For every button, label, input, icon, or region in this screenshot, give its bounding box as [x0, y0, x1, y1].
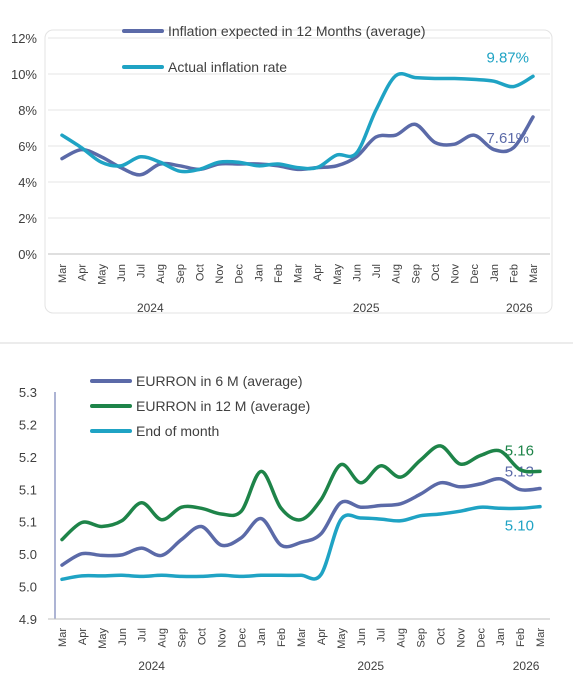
plot-frame	[44, 29, 553, 314]
y-tick-label: 10%	[11, 67, 37, 82]
x-tick-label: Oct	[196, 628, 208, 645]
x-tick-label: Jan	[256, 628, 268, 646]
y-tick-label: 5.2	[19, 450, 37, 465]
y-tick-label: 4%	[18, 175, 37, 190]
x-tick-label: Oct	[430, 264, 442, 281]
series-line	[60, 504, 542, 582]
inflation-chart: 0% 2% 4% 6% 8% 10% 12% Mar Apr May Jun Jul Aug Sep Oct…	[11, 23, 553, 315]
x-tick-label: Jun	[356, 628, 368, 646]
x-tick-label: Mar	[57, 628, 69, 647]
x-tick-label: Aug	[391, 264, 403, 284]
end-value-label: 5.10	[505, 518, 534, 535]
x-tick-label: Apr	[77, 628, 89, 645]
legend-label: EURRON in 6 M (average)	[136, 373, 303, 389]
x-tick-label: Feb	[515, 628, 527, 647]
x-tick-label: Feb	[273, 264, 285, 283]
y-tick-label: 0%	[18, 247, 37, 262]
x-tick-label: Nov	[455, 628, 467, 648]
year-label: 2025	[353, 301, 380, 315]
x-tick-label: Jul	[371, 264, 383, 278]
x-tick-label: Aug	[155, 264, 167, 284]
y-tick-label: 5.1	[19, 515, 37, 530]
x-tick-label: Dec	[234, 264, 246, 284]
end-value-label: 9.87%	[486, 49, 529, 66]
end-value-label: 5.13	[505, 463, 534, 480]
x-tick-label: Apr	[77, 264, 89, 281]
y-tick-label: 5.0	[19, 547, 37, 562]
x-tick-label: Mar	[293, 264, 305, 283]
y-tick-label: 5.1	[19, 482, 37, 497]
y-tick-label: 8%	[18, 103, 37, 118]
end-value-label: 5.16	[505, 442, 534, 459]
x-tick-label: Mar	[57, 264, 69, 283]
series-line	[60, 115, 535, 177]
eurron-chart: 4.9 5.0 5.0 5.1 5.1 5.2 5.2 5.3 Mar Apr May Jun Jul A…	[19, 373, 550, 673]
x-tick-label: Nov	[450, 264, 462, 284]
x-tick-label: Jul	[137, 628, 149, 642]
x-tick-label: Jan	[489, 264, 501, 282]
x-tick-label: Jun	[117, 628, 129, 646]
x-tick-label: Oct	[435, 628, 447, 645]
series-line	[60, 444, 542, 542]
y-tick-label: 2%	[18, 211, 37, 226]
x-tick-label: Aug	[396, 628, 408, 648]
end-value-label: 7.61%	[486, 130, 529, 147]
x-tick-label: Dec	[236, 628, 248, 648]
x-tick-label: Sep	[410, 264, 422, 284]
x-tick-label: May	[336, 628, 348, 649]
x-tick-label: May	[96, 264, 108, 285]
legend-label: Actual inflation rate	[168, 59, 287, 75]
y-tick-label: 5.0	[19, 580, 37, 595]
x-tick-label: Apr	[312, 264, 324, 281]
x-tick-label: May	[332, 264, 344, 285]
x-tick-label: Sep	[177, 628, 189, 648]
x-tick-label: Aug	[157, 628, 169, 648]
x-tick-label: Mar	[528, 264, 540, 283]
x-tick-label: Mar	[535, 628, 547, 647]
year-label: 2026	[506, 301, 533, 315]
x-tick-label: Sep	[175, 264, 187, 284]
x-tick-label: May	[97, 628, 109, 649]
y-tick-label: 4.9	[19, 612, 37, 627]
x-tick-label: Jul	[376, 628, 388, 642]
year-label: 2024	[138, 659, 165, 673]
x-tick-label: Jul	[136, 264, 148, 278]
x-tick-label: Jan	[495, 628, 507, 646]
y-tick-label: 5.2	[19, 417, 37, 432]
y-tick-label: 5.3	[19, 385, 37, 400]
x-tick-label: Jan	[253, 264, 265, 282]
x-tick-label: Dec	[475, 628, 487, 648]
series-line	[60, 476, 542, 567]
x-tick-label: Apr	[316, 628, 328, 645]
x-tick-label: Mar	[296, 628, 308, 647]
legend-label: EURRON in 12 M (average)	[136, 398, 310, 414]
x-tick-label: Feb	[508, 264, 520, 283]
series-line	[60, 71, 535, 174]
year-label: 2025	[357, 659, 384, 673]
year-label: 2026	[513, 659, 540, 673]
x-tick-label: Sep	[416, 628, 428, 648]
x-tick-label: Nov	[214, 264, 226, 284]
x-tick-label: Nov	[216, 628, 228, 648]
legend-label: Inflation expected in 12 Months (average…	[168, 23, 426, 39]
x-tick-label: Feb	[276, 628, 288, 647]
x-tick-label: Jun	[351, 264, 363, 282]
y-tick-label: 6%	[18, 139, 37, 154]
y-tick-label: 12%	[11, 31, 37, 46]
year-label: 2024	[137, 301, 164, 315]
legend-label: End of month	[136, 423, 219, 439]
x-tick-label: Jun	[116, 264, 128, 282]
x-tick-label: Dec	[469, 264, 481, 284]
x-tick-label: Oct	[194, 264, 206, 281]
